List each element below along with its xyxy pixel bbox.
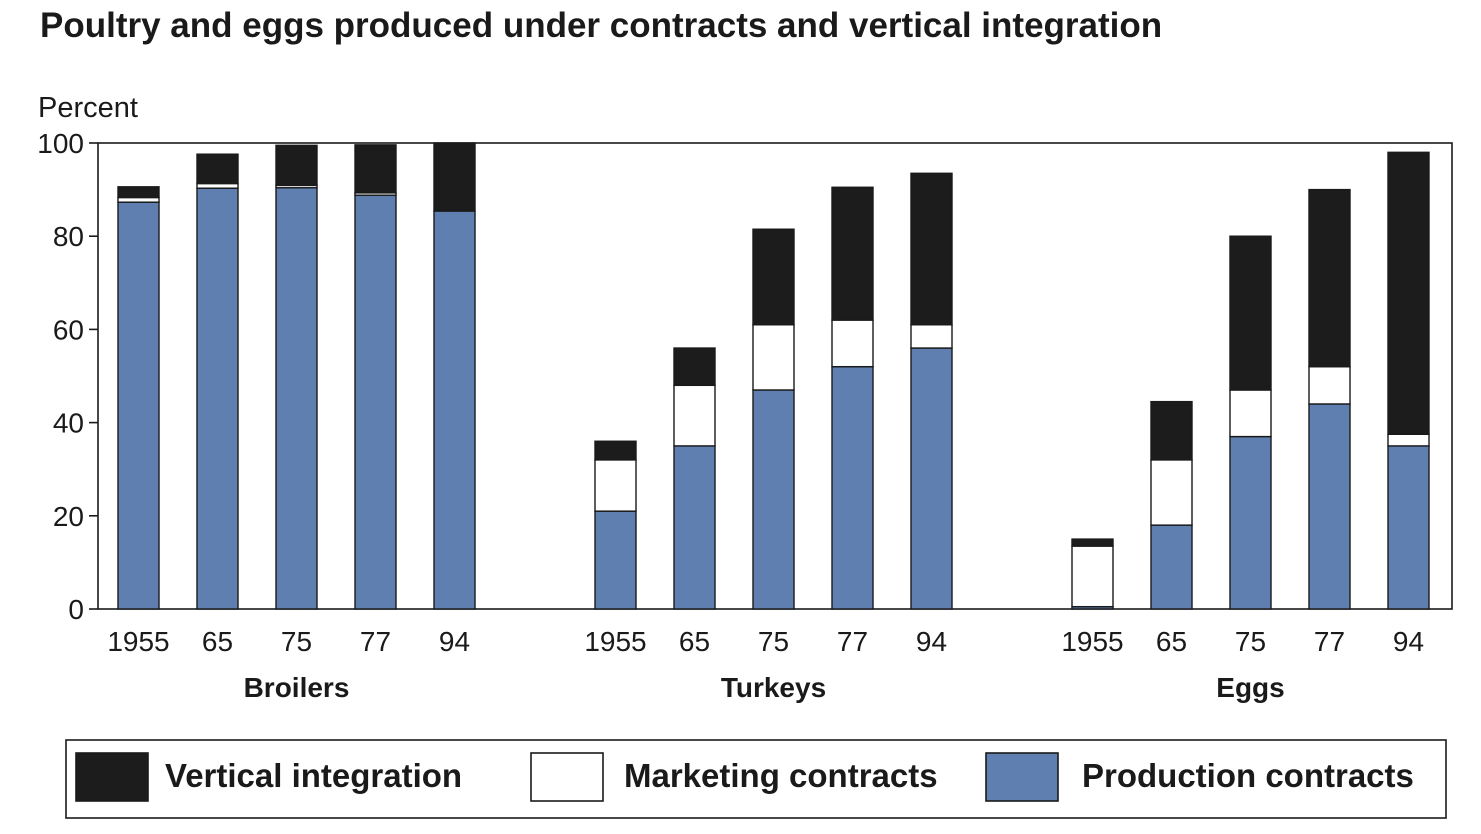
bar-segment-vertical-integration <box>831 186 874 321</box>
bar-segment-marketing-contracts <box>1071 545 1114 608</box>
bar-segment-vertical-integration <box>752 228 795 326</box>
legend-swatch-production-contracts <box>985 752 1059 802</box>
bar-segment-vertical-integration <box>910 172 953 326</box>
bar-segment-marketing-contracts <box>673 384 716 447</box>
y-tick-label: 0 <box>68 594 84 625</box>
bar-segment-production-contracts <box>910 347 953 610</box>
bar-segment-vertical-integration <box>1387 151 1430 435</box>
bar-segment-vertical-integration <box>673 347 716 387</box>
bar-segment-vertical-integration <box>1150 400 1193 461</box>
y-tick-label: 20 <box>53 501 84 532</box>
y-tick-label: 60 <box>53 314 84 345</box>
chart-title: Poultry and eggs produced under contract… <box>40 6 1162 45</box>
x-tick-label: 75 <box>758 626 789 657</box>
bar-segment-marketing-contracts <box>1308 365 1351 405</box>
y-tick-label: 100 <box>37 128 84 159</box>
bar-segment-production-contracts <box>1387 445 1430 610</box>
bar-segment-production-contracts <box>1150 524 1193 610</box>
legend-swatch-vertical-integration <box>75 752 149 802</box>
bar-segment-production-contracts <box>752 389 795 610</box>
x-tick-label: 94 <box>439 626 470 657</box>
x-tick-label: 77 <box>360 626 391 657</box>
x-tick-label: 75 <box>281 626 312 657</box>
x-tick-label: 65 <box>679 626 710 657</box>
legend-label-production-contracts: Production contracts <box>1082 757 1414 794</box>
bar-segment-production-contracts <box>594 510 637 610</box>
bar-group-broilers <box>117 142 476 610</box>
x-tick-label: 77 <box>837 626 868 657</box>
bars <box>117 142 1430 610</box>
bar-segment-vertical-integration <box>117 186 160 199</box>
bar-segment-vertical-integration <box>196 153 239 185</box>
bar-segment-vertical-integration <box>1308 188 1351 368</box>
group-label: Turkeys <box>721 672 826 703</box>
legend-frame <box>65 739 1447 819</box>
bar-segment-production-contracts <box>673 445 716 610</box>
bar-segment-marketing-contracts <box>910 324 953 349</box>
bar-segment-production-contracts <box>433 210 476 610</box>
bar-segment-marketing-contracts <box>752 324 795 391</box>
bar-segment-vertical-integration <box>354 144 397 194</box>
x-tick-label: 65 <box>1156 626 1187 657</box>
x-tick-label: 65 <box>202 626 233 657</box>
bar-segment-production-contracts <box>117 201 160 610</box>
legend-swatch-marketing-contracts <box>530 752 604 802</box>
bar-segment-vertical-integration <box>1229 235 1272 391</box>
bar-group-eggs <box>1071 151 1430 610</box>
bar-segment-production-contracts <box>196 187 239 610</box>
y-axis-label: Percent <box>38 92 138 124</box>
group-label: Eggs <box>1216 672 1284 703</box>
x-tick-label: 1955 <box>584 626 646 657</box>
bar-segment-vertical-integration <box>275 144 318 187</box>
x-tick-label: 77 <box>1314 626 1345 657</box>
y-axis: 0 20 40 60 80 100 <box>37 128 98 625</box>
bar-segment-marketing-contracts <box>1229 389 1272 438</box>
bar-segment-marketing-contracts <box>1150 459 1193 526</box>
bar-segment-vertical-integration <box>1071 538 1114 547</box>
x-tick-label: 1955 <box>1061 626 1123 657</box>
bar-segment-vertical-integration <box>594 440 637 461</box>
y-tick-label: 80 <box>53 221 84 252</box>
bar-group-turkeys <box>594 172 953 610</box>
legend-label-marketing-contracts: Marketing contracts <box>624 757 938 794</box>
x-tick-label: 94 <box>1393 626 1424 657</box>
bar-segment-marketing-contracts <box>1387 433 1430 447</box>
bar-segment-production-contracts <box>1229 435 1272 610</box>
legend: Vertical integration Marketing contracts P… <box>65 739 1447 819</box>
legend-label-vertical-integration: Vertical integration <box>165 757 462 794</box>
bar-segment-production-contracts <box>1308 403 1351 610</box>
x-axis: 1955 65 75 77 94 Broilers 1955 65 75 77 94 Turkeys 1… <box>107 626 1424 703</box>
x-tick-label: 75 <box>1235 626 1266 657</box>
bar-segment-production-contracts <box>275 187 318 610</box>
bar-segment-marketing-contracts <box>594 459 637 512</box>
bar-segment-production-contracts <box>354 194 397 610</box>
x-tick-label: 94 <box>916 626 947 657</box>
bar-segment-vertical-integration <box>433 142 476 212</box>
bar-segment-production-contracts <box>831 365 874 610</box>
bar-segment-marketing-contracts <box>831 319 874 368</box>
y-tick-label: 40 <box>53 408 84 439</box>
x-tick-label: 1955 <box>107 626 169 657</box>
group-label: Broilers <box>244 672 350 703</box>
